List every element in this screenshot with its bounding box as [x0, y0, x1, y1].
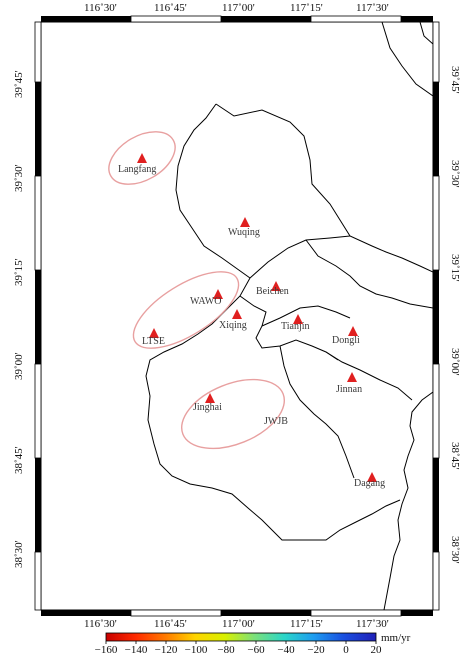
- city-label: WAWO: [190, 296, 221, 307]
- colorbar-tick-label: −120: [155, 644, 178, 654]
- city-label: JWJB: [264, 416, 288, 427]
- city-jinghai: Jinghai: [193, 393, 222, 413]
- colorbar-unit: mm/yr: [381, 632, 411, 644]
- city-ltse: LTSE: [142, 328, 165, 347]
- city-tianjin: Tianjin: [281, 314, 310, 332]
- colorbar-ticks: −160 −140 −120 −100 −80 −60 −40 −20 0 20: [95, 641, 382, 654]
- district-boundary-east: [305, 239, 433, 309]
- province-border-north: [381, 22, 433, 97]
- lat-tick-label: 38˚30': [449, 536, 461, 564]
- lon-tick-label: 117˚30': [356, 618, 389, 630]
- city-label: Tianjin: [281, 321, 310, 332]
- district-boundary-xiqing: [239, 295, 339, 361]
- city-marker-icon: [137, 153, 147, 163]
- lon-ticks-bottom: 116˚30' 116˚45' 117˚00' 117˚15' 117˚30': [84, 618, 389, 630]
- city-marker-icon: [367, 472, 377, 482]
- lat-ticks-right: 39˚45' 39˚30' 39˚15' 39˚00' 38˚45' 38˚30…: [449, 66, 461, 564]
- city-label: Dagang: [354, 478, 385, 489]
- lon-tick-label: 117˚00': [222, 618, 255, 630]
- district-boundary-tianjin-center: [261, 305, 351, 327]
- lon-tick-label: 117˚00': [222, 2, 255, 14]
- lat-tick-label: 39˚15': [13, 258, 25, 286]
- lat-tick-label: 39˚00': [13, 352, 25, 380]
- city-wuqing: Wuqing: [228, 217, 260, 238]
- city-langfang: Langfang: [118, 153, 156, 175]
- lat-tick-label: 39˚45': [449, 66, 461, 94]
- district-boundary-jinghai: [145, 277, 401, 541]
- colorbar-tick-label: −20: [307, 644, 325, 654]
- city-jwjb: JWJB: [264, 416, 288, 427]
- map-frame-graduation: [34, 15, 440, 617]
- colorbar-tick-label: −100: [185, 644, 208, 654]
- lon-ticks-top: 116˚30' 116˚45' 117˚00' 117˚15' 117˚30': [84, 2, 389, 14]
- lon-tick-label: 116˚45': [154, 618, 187, 630]
- city-marker-icon: [293, 314, 303, 324]
- jwjb-subsidence-ellipse: [180, 378, 286, 450]
- lat-tick-label: 39˚30': [13, 164, 25, 192]
- wawo-ltse-subsidence-ellipse: [132, 271, 240, 349]
- colorbar: mm/yr −160 −140 −120 −100 −80 −60 −40 −20 0 20: [95, 632, 411, 654]
- city-label: Xiqing: [219, 320, 247, 331]
- city-jinnan: Jinnan: [336, 372, 362, 395]
- lon-tick-label: 116˚30': [84, 618, 117, 630]
- lon-tick-label: 117˚15': [290, 2, 323, 14]
- lon-tick-label: 117˚30': [356, 2, 389, 14]
- city-marker-icon: [348, 326, 358, 336]
- city-marker-icon: [347, 372, 357, 382]
- city-marker-icon: [232, 309, 242, 319]
- lat-tick-label: 39˚15': [449, 254, 461, 282]
- lon-tick-label: 117˚15': [290, 618, 323, 630]
- colorbar-tick-label: −60: [247, 644, 265, 654]
- colorbar-tick-label: −160: [95, 644, 118, 654]
- city-xiqing: Xiqing: [219, 309, 247, 331]
- district-boundary-wuqing-north: [215, 103, 433, 273]
- city-marker-icon: [149, 328, 159, 338]
- city-dagang: Dagang: [354, 472, 385, 489]
- district-boundary-dongli: [325, 351, 413, 401]
- lat-tick-label: 38˚45': [449, 442, 461, 470]
- city-dongli: Dongli: [332, 326, 360, 346]
- city-label: Langfang: [118, 164, 156, 175]
- colorbar-tick-label: −80: [217, 644, 235, 654]
- city-label: Dongli: [332, 335, 360, 346]
- district-boundary-beichen: [249, 235, 351, 279]
- lat-tick-label: 39˚45': [13, 70, 25, 98]
- coastline: [383, 391, 433, 610]
- lon-tick-label: 116˚30': [84, 2, 117, 14]
- colorbar-tick-label: −140: [125, 644, 148, 654]
- colorbar-gradient: [105, 632, 377, 642]
- city-marker-icon: [205, 393, 215, 403]
- colorbar-tick-label: 0: [343, 644, 349, 654]
- city-marker-icon: [240, 217, 250, 227]
- city-beichen: Beichen: [256, 281, 289, 297]
- city-label: Beichen: [256, 286, 289, 297]
- district-boundary-jinnan: [279, 345, 355, 479]
- city-marker-icon: [271, 281, 281, 291]
- city-label: LTSE: [142, 336, 165, 347]
- lat-tick-label: 38˚30': [13, 540, 25, 568]
- city-label: Jinnan: [336, 384, 362, 395]
- colorbar-tick-label: −40: [277, 644, 295, 654]
- city-marker-icon: [213, 289, 223, 299]
- lat-tick-label: 38˚45': [13, 446, 25, 474]
- lat-ticks-left: 39˚45' 39˚30' 39˚15' 39˚00' 38˚45' 38˚30…: [13, 70, 25, 568]
- province-border-northeast: [419, 22, 433, 45]
- lat-tick-label: 39˚00': [449, 348, 461, 376]
- city-label: Jinghai: [193, 402, 222, 413]
- district-boundary-wuqing-west: [175, 103, 251, 279]
- colorbar-tick-label: 20: [371, 644, 383, 654]
- lat-tick-label: 39˚30': [449, 160, 461, 188]
- city-label: Wuqing: [228, 227, 260, 238]
- city-wawo: WAWO: [190, 289, 223, 307]
- lon-tick-label: 116˚45': [154, 2, 187, 14]
